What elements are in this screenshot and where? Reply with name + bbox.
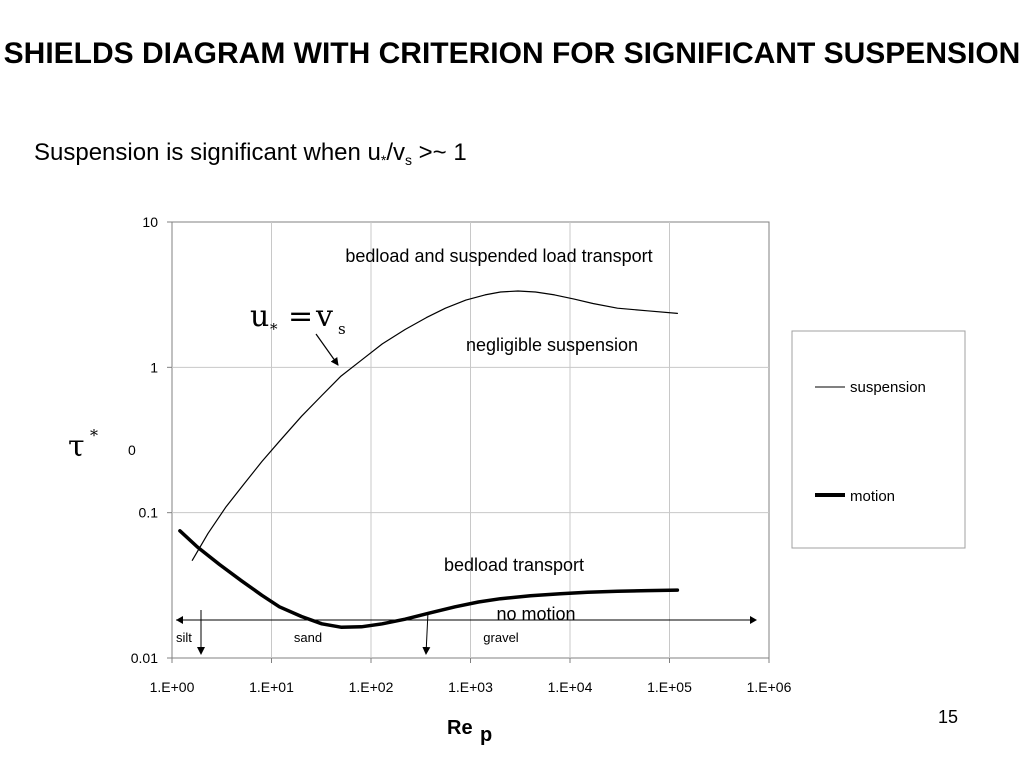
legend: suspension motion xyxy=(791,330,966,549)
x-tick-label: 1.E+00 xyxy=(150,679,195,695)
grain-label-gravel: gravel xyxy=(483,630,519,645)
annotation-negligible-suspension: negligible suspension xyxy=(466,335,638,355)
subtitle-mid: /v xyxy=(386,139,405,166)
equation-equals: = xyxy=(288,299,313,334)
x-axis-label: Re p xyxy=(447,717,492,746)
x-label-re: Re xyxy=(447,717,473,739)
x-label-sub-p: p xyxy=(480,724,492,746)
equation-v-sub: s xyxy=(338,320,346,338)
legend-box xyxy=(791,330,966,549)
page-title: SHIELDS DIAGRAM WITH CRITERION FOR SIGNI… xyxy=(0,34,1024,73)
equation-u: u xyxy=(250,299,269,334)
y-tick-label: 10 xyxy=(142,214,158,230)
y-tick-label: 1 xyxy=(150,359,158,375)
grain-scale-right-arrowhead xyxy=(750,616,757,624)
y-label-star: * xyxy=(90,426,98,445)
y-label-zero: 0 xyxy=(128,442,136,458)
grain-label-silt: silt xyxy=(176,630,192,645)
subtitle-suffix: >~ 1 xyxy=(412,139,467,166)
annotation-bedload-transport: bedload transport xyxy=(444,555,584,575)
equation-u-sub: * xyxy=(270,320,278,338)
y-tick-labels: 10 1 0.1 0.01 xyxy=(131,214,172,666)
grain-label-sand: sand xyxy=(294,630,322,645)
grain-scale-left-arrowhead xyxy=(176,616,183,624)
title-text: SHIELDS DIAGRAM WITH CRITERION FOR SIGNI… xyxy=(3,37,1021,70)
legend-label-suspension: suspension xyxy=(850,379,926,396)
annotation-upper-region: bedload and suspended load transport xyxy=(345,246,652,266)
sand-gravel-boundary-arrow xyxy=(422,611,431,655)
x-tick-label: 1.E+05 xyxy=(647,679,692,695)
x-tick-label: 1.E+06 xyxy=(747,679,792,695)
subtitle-sub-s: s xyxy=(405,152,412,168)
subtitle-sub-star: * xyxy=(380,152,387,168)
annotation-no-motion: no motion xyxy=(496,604,575,624)
grid-lines xyxy=(172,222,769,658)
series-line-motion xyxy=(178,529,680,629)
criterion-equation: u * = v s xyxy=(250,299,346,338)
y-axis-label: τ * 0 xyxy=(68,426,136,464)
page-subtitle: Suspension is significant when u*/vs >~ … xyxy=(34,139,467,168)
x-tick-label: 1.E+03 xyxy=(448,679,493,695)
y-tick-label: 0.1 xyxy=(139,505,159,521)
equation-pointer-arrow xyxy=(315,333,339,366)
x-tick-label: 1.E+04 xyxy=(548,679,593,695)
subtitle-prefix: Suspension is significant when u xyxy=(34,139,381,166)
x-tick-label: 1.E+02 xyxy=(349,679,394,695)
x-tick-labels: 1.E+00 1.E+01 1.E+02 1.E+03 1.E+04 1.E+05 1.E+… xyxy=(150,658,792,695)
equation-v: v xyxy=(315,299,333,334)
slide-number: 15 xyxy=(938,707,959,727)
y-tick-label: 0.01 xyxy=(131,650,158,666)
x-tick-label: 1.E+01 xyxy=(249,679,294,695)
y-label-tau: τ xyxy=(68,429,85,464)
series-line-suspension xyxy=(191,290,679,561)
grain-size-scale: silt sand gravel xyxy=(176,610,757,655)
series-group xyxy=(178,290,680,629)
legend-label-motion: motion xyxy=(850,488,895,505)
